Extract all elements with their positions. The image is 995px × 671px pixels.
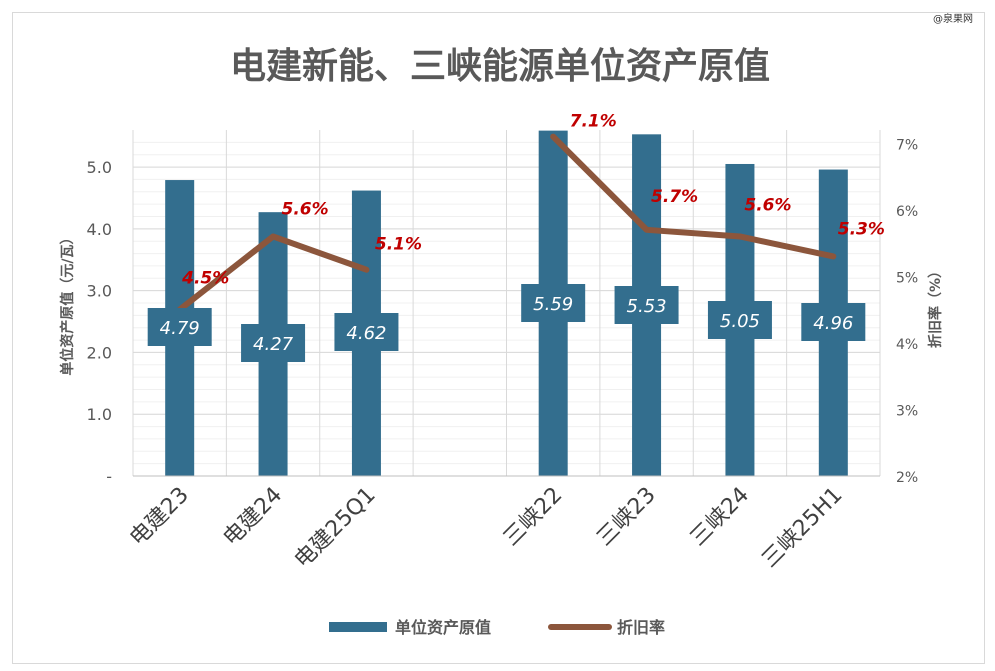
bar-value-label: 5.05 (720, 311, 760, 332)
y-tick-label: 3.0 (87, 282, 112, 301)
y2-tick-label: 4% (896, 337, 918, 353)
y-tick-label: 4.0 (87, 220, 112, 239)
bar-value-label: 5.53 (627, 296, 667, 317)
line-value-label: 5.3% (838, 219, 885, 239)
y2-tick-label: 2% (896, 470, 918, 486)
bar-label-box (147, 308, 212, 346)
chart-title: 电建新能、三峡能源单位资产原值 (230, 46, 770, 87)
x-tick-label: 三峡25H1 (757, 483, 847, 573)
bar-label-box (241, 324, 306, 362)
y-tick-label: 2.0 (87, 343, 112, 362)
y2-tick-label: 7% (896, 137, 918, 153)
y2-axis-title: 折旧率（%） (927, 264, 944, 348)
y-tick-label: 1.0 (87, 405, 112, 424)
y2-tick-label: 5% (896, 270, 918, 286)
bar-value-label: 4.62 (346, 323, 386, 344)
line-segment (550, 133, 837, 260)
legend-bar-label: 单位资产原值 (395, 618, 491, 637)
line-value-label: 5.6% (281, 199, 328, 219)
x-tick-label: 电建23 (125, 483, 194, 552)
bar-value-label: 4.96 (813, 313, 853, 334)
y-axis-title: 单位资产原值（元/瓦） (59, 230, 76, 375)
bar-label-box (334, 313, 399, 351)
chart-frame (12, 12, 985, 664)
line-value-label: 4.5% (181, 269, 229, 289)
line-value-label: 5.1% (375, 235, 422, 255)
y2-tick-label: 6% (896, 204, 918, 220)
bar-value-label: 5.59 (533, 294, 573, 315)
line-value-label: 5.6% (744, 195, 791, 215)
x-tick-label: 三峡24 (686, 483, 755, 552)
y-tick-label: 5.0 (87, 158, 112, 177)
line-value-label: 7.1% (570, 112, 617, 132)
y2-tick-label: 3% (896, 403, 918, 419)
legend-bar-swatch (329, 622, 387, 632)
x-tick-label: 三峡22 (499, 483, 568, 552)
bar-label-box (521, 284, 586, 322)
bar-label-box (707, 301, 772, 339)
legend: 单位资产原值 折旧率 (329, 618, 665, 637)
bar-label-box (614, 286, 679, 324)
x-tick-label: 三峡23 (592, 483, 661, 552)
watermark: @泉果网 (933, 14, 973, 25)
bar-value-label: 4.79 (160, 318, 200, 339)
bar-value-label: 4.27 (253, 334, 294, 355)
y-tick-label: - (106, 467, 112, 486)
data-labels: 4.79 4.27 4.62 5.59 5.53 5.05 4.96 4.5% 5.6% 5.1%… (147, 112, 885, 362)
x-tick-label: 电建25Q1 (290, 483, 381, 574)
x-tick-label: 电建24 (219, 483, 288, 552)
line-segment (176, 233, 370, 313)
legend-line-label: 折旧率 (617, 618, 665, 637)
line-series (176, 133, 837, 313)
bar-label-box (801, 303, 866, 341)
line-value-label: 5.7% (651, 187, 698, 207)
